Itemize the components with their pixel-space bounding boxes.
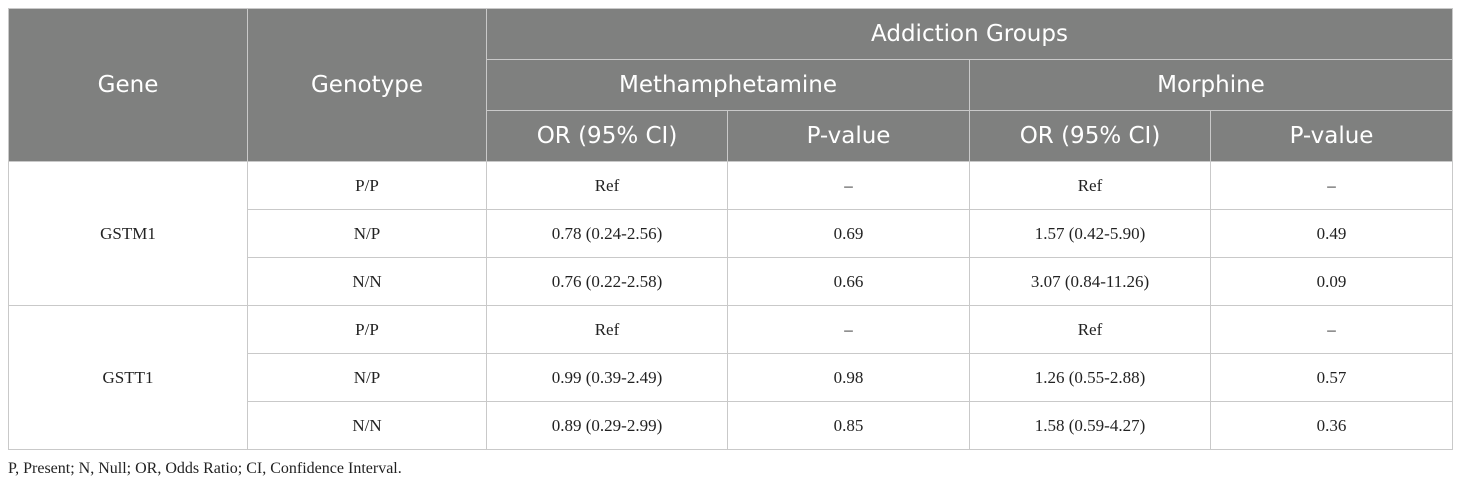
morph-p-cell: 0.57 (1210, 353, 1453, 402)
genotype-cell: N/P (247, 209, 487, 258)
meth-p-cell: 0.69 (727, 209, 970, 258)
morph-p-cell: – (1210, 161, 1453, 210)
meth-or-cell: 0.76 (0.22-2.58) (486, 257, 728, 306)
meth-or-cell: Ref (486, 161, 728, 210)
genotype-cell: P/P (247, 161, 487, 210)
morph-or-cell: Ref (969, 161, 1211, 210)
header-meth-or: OR (95% CI) (486, 110, 728, 162)
gene-cell: GSTM1 (8, 161, 248, 306)
header-genotype: Genotype (247, 8, 487, 162)
table-row: N/N 0.76 (0.22-2.58) 0.66 3.07 (0.84-11.… (9, 257, 1453, 306)
header-morphine: Morphine (969, 59, 1453, 111)
morph-p-cell: – (1210, 305, 1453, 354)
table-row: N/P 0.99 (0.39-2.49) 0.98 1.26 (0.55-2.8… (9, 353, 1453, 402)
table-row: N/P 0.78 (0.24-2.56) 0.69 1.57 (0.42-5.9… (9, 209, 1453, 258)
gene-cell: GSTT1 (8, 305, 248, 450)
morph-p-cell: 0.09 (1210, 257, 1453, 306)
table-footnote: P, Present; N, Null; OR, Odds Ratio; CI,… (8, 460, 402, 477)
genotype-cell: N/N (247, 401, 487, 450)
meth-or-cell: 0.99 (0.39-2.49) (486, 353, 728, 402)
table-body: GSTM1 P/P Ref – Ref – N/P 0.78 (0.24-2.5… (8, 161, 1453, 450)
table-header: Gene Genotype Addiction Groups Methamphe… (8, 8, 1453, 162)
morph-or-cell: 1.26 (0.55-2.88) (969, 353, 1211, 402)
meth-p-cell: – (727, 305, 970, 354)
header-morph-p: P-value (1210, 110, 1453, 162)
table-row: GSTM1 P/P Ref – Ref – (8, 161, 1453, 306)
meth-p-cell: 0.98 (727, 353, 970, 402)
header-methamphetamine: Methamphetamine (486, 59, 970, 111)
morph-or-cell: 3.07 (0.84-11.26) (969, 257, 1211, 306)
genotype-cell: P/P (247, 305, 487, 354)
genotype-cell: N/N (247, 257, 487, 306)
meth-or-cell: Ref (486, 305, 728, 354)
results-table: Gene Genotype Addiction Groups Methamphe… (8, 8, 1453, 450)
genotype-cell: N/P (247, 353, 487, 402)
morph-p-cell: 0.36 (1210, 401, 1453, 450)
header-addiction-groups: Addiction Groups (486, 8, 1453, 60)
table-row: N/N 0.89 (0.29-2.99) 0.85 1.58 (0.59-4.2… (9, 401, 1453, 450)
meth-p-cell: 0.66 (727, 257, 970, 306)
meth-p-cell: 0.85 (727, 401, 970, 450)
results-table-container: Gene Genotype Addiction Groups Methamphe… (8, 8, 1453, 450)
meth-or-cell: 0.78 (0.24-2.56) (486, 209, 728, 258)
morph-or-cell: 1.57 (0.42-5.90) (969, 209, 1211, 258)
header-meth-p: P-value (727, 110, 970, 162)
meth-p-cell: – (727, 161, 970, 210)
table-row: GSTT1 P/P Ref – Ref – (8, 305, 1453, 450)
meth-or-cell: 0.89 (0.29-2.99) (486, 401, 728, 450)
morph-or-cell: Ref (969, 305, 1211, 354)
header-morph-or: OR (95% CI) (969, 110, 1211, 162)
morph-or-cell: 1.58 (0.59-4.27) (969, 401, 1211, 450)
header-gene: Gene (8, 8, 248, 162)
morph-p-cell: 0.49 (1210, 209, 1453, 258)
